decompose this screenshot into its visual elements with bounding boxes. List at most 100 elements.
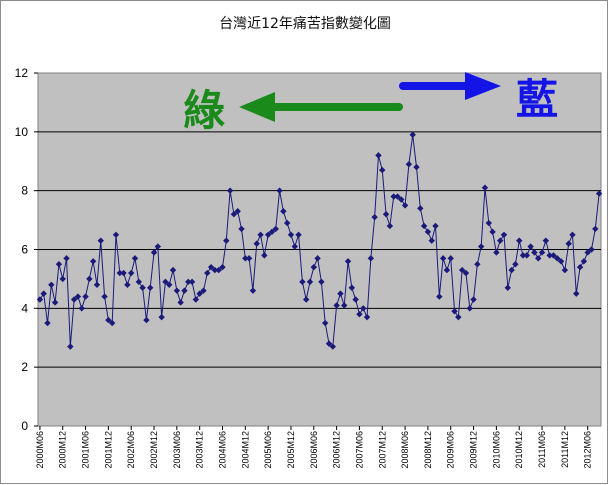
data-point xyxy=(417,205,424,212)
data-point xyxy=(580,258,588,265)
x-tick-label: 2011M12 xyxy=(560,431,570,468)
x-tick-label: 2003M06 xyxy=(172,431,182,469)
data-point xyxy=(386,222,394,230)
data-point xyxy=(466,305,473,312)
data-point xyxy=(192,296,200,303)
data-point xyxy=(405,160,413,168)
data-point xyxy=(234,208,241,215)
data-point xyxy=(166,281,173,288)
data-point xyxy=(436,293,443,300)
data-point xyxy=(493,249,500,256)
data-point xyxy=(177,299,184,306)
data-point xyxy=(82,293,89,300)
data-point xyxy=(70,296,78,303)
data-point xyxy=(447,255,454,262)
left-arrow-icon xyxy=(239,92,403,122)
data-point xyxy=(565,240,572,247)
data-point xyxy=(36,296,44,303)
y-axis: 0 2 4 6 8 10 12 xyxy=(15,66,38,433)
data-point xyxy=(576,263,584,271)
data-point xyxy=(367,255,375,262)
data-point xyxy=(272,225,279,233)
data-point xyxy=(283,219,291,227)
green-annotation: 綠 xyxy=(183,86,403,135)
data-point xyxy=(477,243,485,250)
data-point xyxy=(371,213,378,221)
data-point xyxy=(409,131,416,138)
data-point xyxy=(74,293,82,300)
data-point xyxy=(78,305,85,312)
data-point xyxy=(508,266,515,274)
data-point xyxy=(55,261,63,268)
data-point xyxy=(535,255,542,262)
x-tick-label: 2006M12 xyxy=(332,431,342,469)
data-point xyxy=(424,228,432,236)
data-point xyxy=(162,278,169,286)
data-point xyxy=(322,319,329,327)
data-point xyxy=(318,278,325,286)
data-point xyxy=(188,278,196,286)
series-line xyxy=(39,134,600,348)
data-point xyxy=(333,302,340,309)
data-point xyxy=(554,255,561,262)
blue-annotation: 藍 xyxy=(399,72,558,124)
data-point xyxy=(595,190,603,197)
x-tick-label: 2010M06 xyxy=(491,431,501,469)
right-arrow-icon xyxy=(399,72,501,100)
data-point xyxy=(337,290,344,297)
data-point xyxy=(401,202,409,209)
data-point xyxy=(546,252,553,259)
data-point xyxy=(348,284,356,291)
data-point xyxy=(523,252,531,259)
data-point xyxy=(261,252,268,259)
data-point xyxy=(264,231,272,238)
data-point xyxy=(93,281,101,288)
data-point xyxy=(382,211,390,218)
data-point xyxy=(169,266,177,274)
data-point xyxy=(268,228,276,236)
y-tick-label: 4 xyxy=(21,301,28,315)
data-point xyxy=(485,219,492,227)
data-point xyxy=(158,313,165,321)
x-tick-label: 2008M06 xyxy=(400,431,410,469)
data-point xyxy=(516,237,523,244)
data-point xyxy=(550,252,557,259)
data-point xyxy=(196,290,203,297)
data-point xyxy=(59,275,66,283)
x-tick-label: 2010M12 xyxy=(514,431,524,469)
y-tick-label: 8 xyxy=(21,184,28,198)
data-point xyxy=(302,296,310,303)
data-point xyxy=(226,187,234,194)
y-tick-label: 6 xyxy=(21,243,28,257)
data-point xyxy=(105,316,112,324)
data-point xyxy=(245,255,253,262)
x-tick-label: 2000M06 xyxy=(35,431,45,469)
x-tick-label: 2009M12 xyxy=(469,431,479,469)
data-point xyxy=(299,278,306,286)
x-tick-label: 2001M06 xyxy=(81,431,91,469)
data-point xyxy=(500,231,508,238)
data-point xyxy=(329,343,337,350)
data-point xyxy=(67,343,74,350)
data-point xyxy=(223,237,230,244)
data-point xyxy=(344,258,352,265)
data-point xyxy=(432,222,439,230)
data-point xyxy=(538,249,546,256)
y-tick-label: 0 xyxy=(21,419,28,433)
data-point xyxy=(527,243,534,250)
data-point xyxy=(280,208,287,215)
data-point xyxy=(325,340,333,347)
y-tick-label: 2 xyxy=(21,360,28,374)
data-point xyxy=(420,222,428,230)
x-tick-label: 2000M12 xyxy=(58,431,68,469)
data-point xyxy=(253,240,260,247)
chart-title: 台灣近12年痛苦指數變化圖 xyxy=(219,15,391,32)
data-point xyxy=(131,255,139,262)
data-point xyxy=(455,313,462,321)
data-point xyxy=(360,305,367,312)
data-point xyxy=(470,296,477,303)
data-point xyxy=(542,237,550,244)
data-point xyxy=(481,184,489,191)
data-point xyxy=(588,246,595,253)
